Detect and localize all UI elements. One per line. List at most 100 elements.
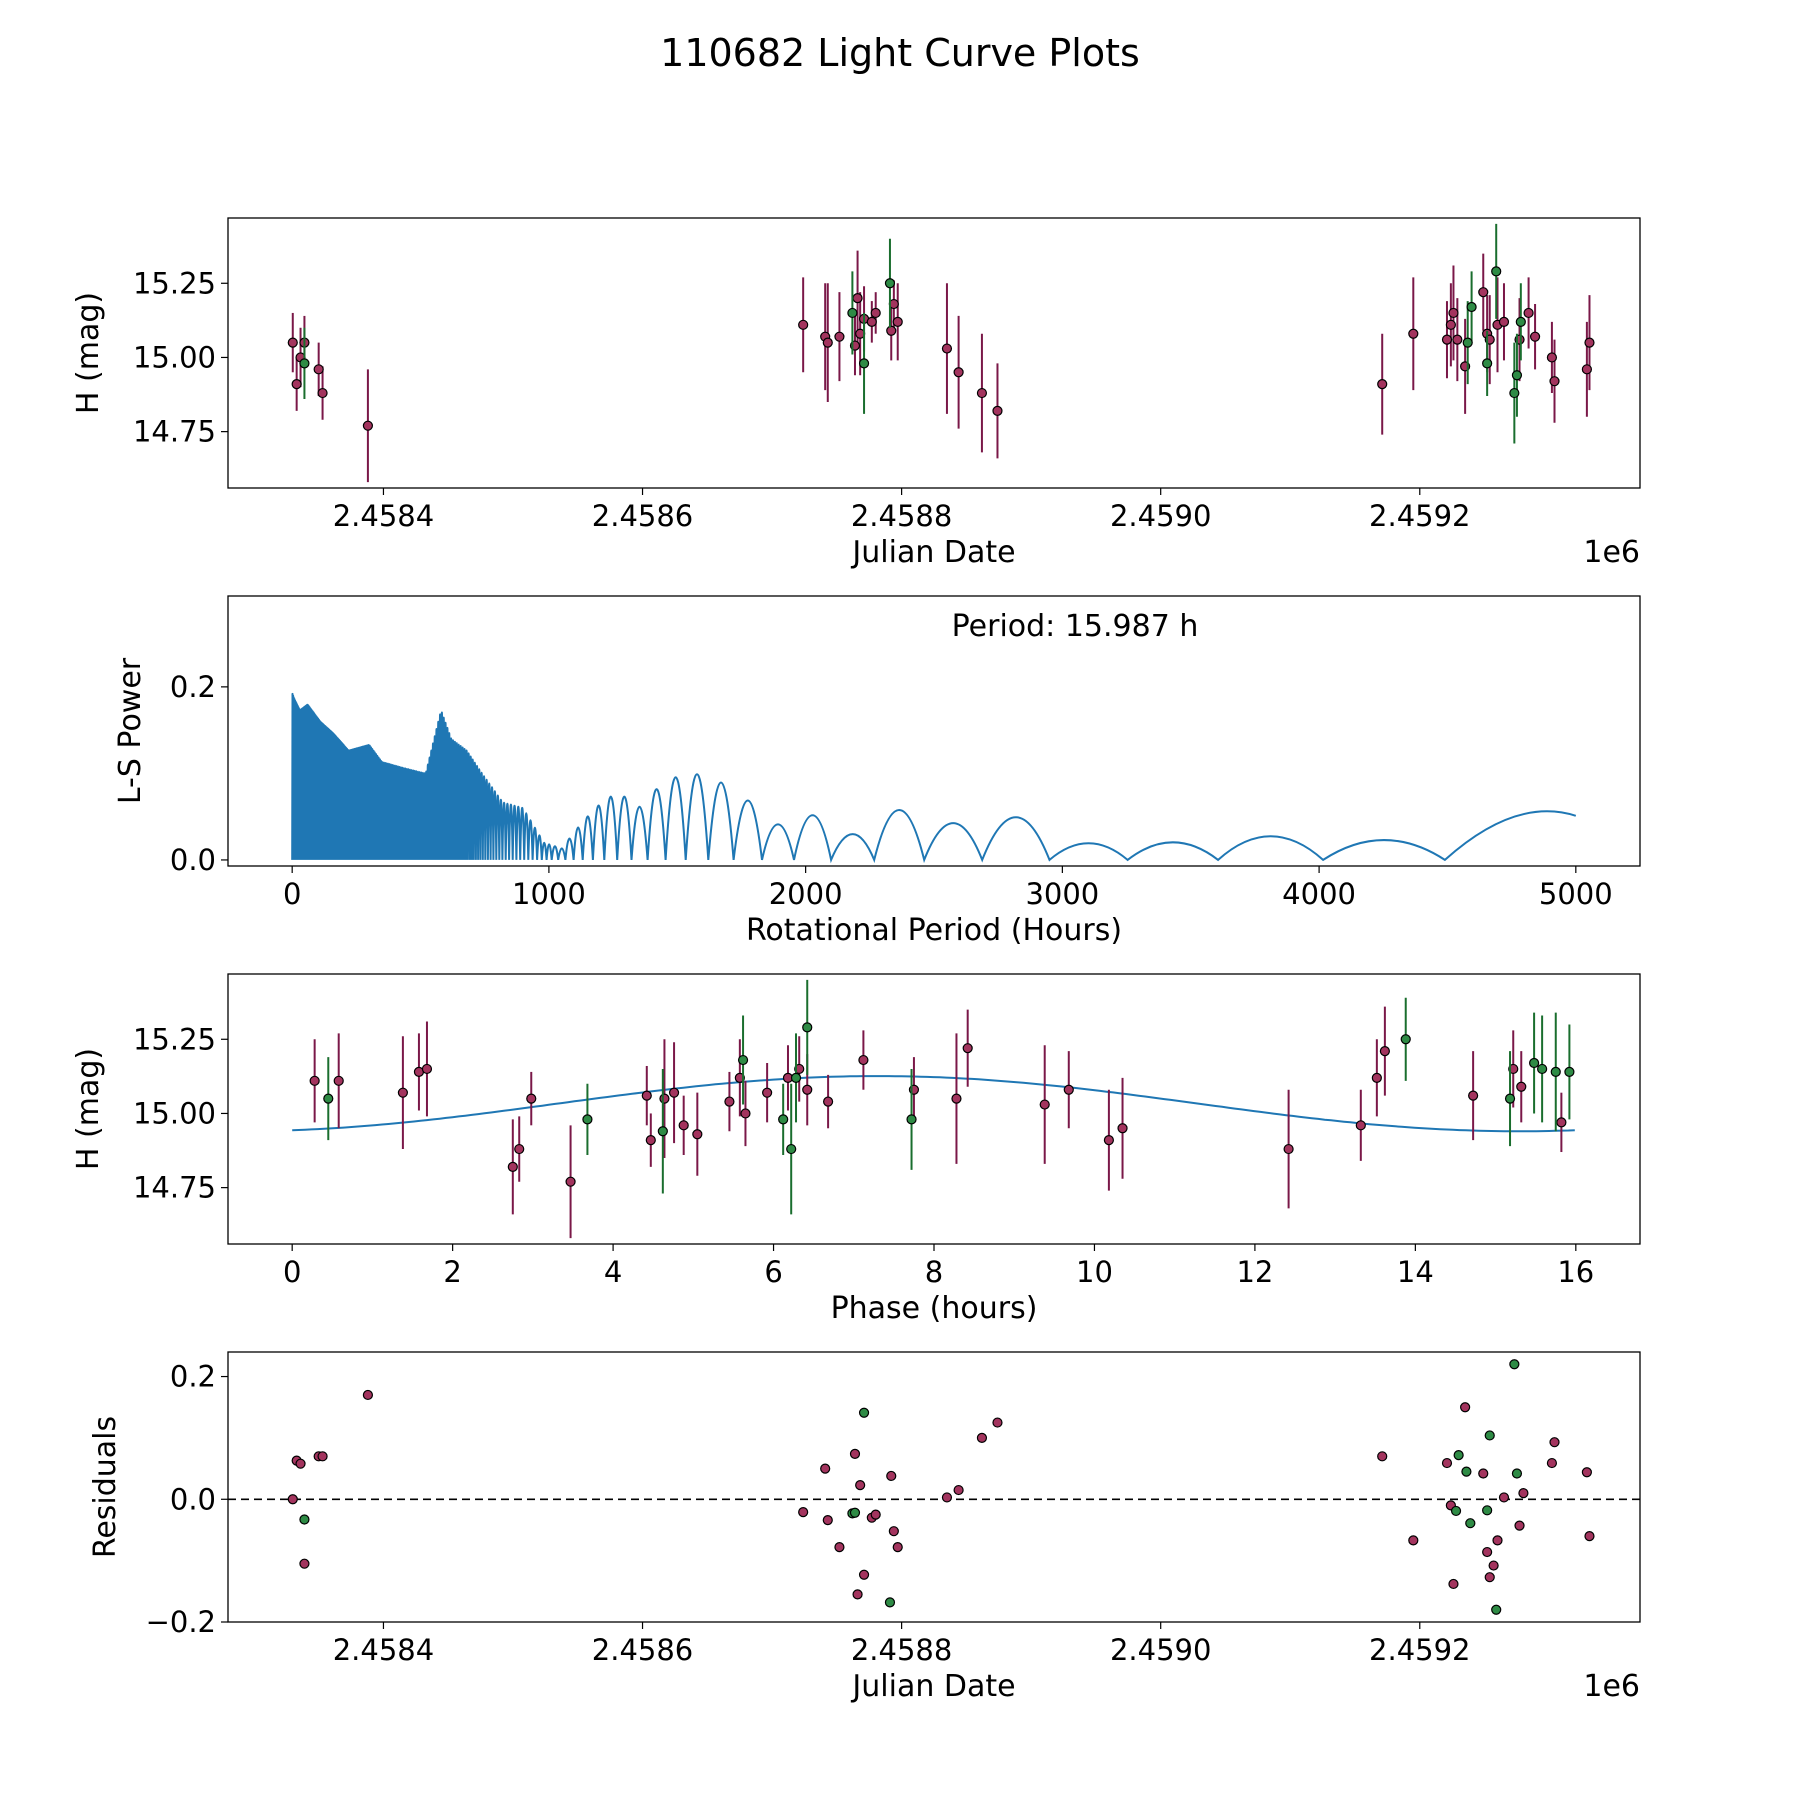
data-point xyxy=(526,1093,537,1104)
data-point xyxy=(798,319,809,330)
series-filter-b xyxy=(299,1359,1523,1615)
data-point xyxy=(1408,328,1419,339)
data-point xyxy=(1453,1449,1464,1461)
y-tick-label: 0.2 xyxy=(170,1360,216,1394)
series-filter-a xyxy=(309,1006,1567,1239)
data-point xyxy=(1484,1572,1495,1583)
data-point xyxy=(1515,316,1526,327)
x-tick-label: 8 xyxy=(925,1255,943,1289)
data-point xyxy=(1491,1604,1502,1615)
data-point xyxy=(1528,1057,1540,1069)
data-point xyxy=(1466,301,1477,313)
x-tick-label: 5000 xyxy=(1539,877,1613,911)
x-tick-label: 2.4590 xyxy=(1110,499,1211,533)
x-offset-label: 1e6 xyxy=(1583,535,1640,570)
x-tick-label: 2.4586 xyxy=(592,499,693,533)
data-point xyxy=(1445,319,1456,330)
data-point xyxy=(1482,1505,1493,1516)
series-filter-b xyxy=(299,223,1526,444)
data-point xyxy=(1462,337,1473,348)
data-point xyxy=(941,343,953,354)
data-point xyxy=(852,293,863,304)
x-tick-label: 0 xyxy=(283,1255,301,1289)
data-point xyxy=(870,1509,881,1520)
data-point xyxy=(291,379,302,390)
data-point xyxy=(317,1451,328,1462)
x-tick-label: 12 xyxy=(1236,1255,1273,1289)
subplot-residuals: 2.4584 2.4586 2.4588 2.4590 2.4592 −0.2 0.0 0.2… xyxy=(88,1351,1641,1704)
data-point xyxy=(1564,1066,1575,1078)
data-point xyxy=(740,1108,751,1119)
data-point xyxy=(1478,1468,1489,1479)
periodogram-line xyxy=(291,692,1577,864)
data-point xyxy=(790,1072,802,1083)
data-point xyxy=(1518,1488,1529,1499)
data-point xyxy=(1546,352,1558,363)
data-point xyxy=(641,1090,652,1101)
data-point xyxy=(1460,1402,1471,1413)
data-point xyxy=(645,1135,656,1146)
data-point xyxy=(1549,1437,1560,1448)
data-point xyxy=(976,387,988,399)
data-point xyxy=(1509,1359,1520,1370)
y-tick-label: 15.00 xyxy=(133,340,216,374)
data-point xyxy=(834,1542,845,1553)
data-point xyxy=(299,1514,310,1525)
x-tick-label: 2.4584 xyxy=(333,1633,434,1667)
x-axis-label: Phase (hours) xyxy=(831,1291,1038,1326)
data-point xyxy=(421,1063,433,1075)
data-point xyxy=(1452,334,1463,345)
plot-area xyxy=(291,692,1577,864)
axes-frame xyxy=(227,1351,1641,1623)
y-axis-label: Residuals xyxy=(88,1416,123,1558)
data-point xyxy=(507,1161,518,1172)
subplot-phase-folded: 0 2 4 6 8 10 12 14 16 14.75 15.00 15.25 Phase (hours… xyxy=(71,973,1641,1326)
y-tick-label: 0.0 xyxy=(170,1482,216,1516)
data-point xyxy=(855,1480,866,1491)
data-point xyxy=(1461,1466,1472,1477)
figure-title: 110682 Light Curve Plots xyxy=(660,31,1140,75)
data-point xyxy=(362,1389,374,1401)
data-point xyxy=(692,1129,703,1140)
data-point xyxy=(724,1096,735,1107)
x-tick-label: 0 xyxy=(283,877,301,911)
data-point xyxy=(858,1407,870,1418)
data-point xyxy=(1400,1034,1411,1045)
data-point xyxy=(1491,266,1502,277)
data-point xyxy=(1441,334,1453,345)
data-point xyxy=(737,1054,749,1066)
data-point xyxy=(1488,1560,1499,1571)
data-point xyxy=(886,1470,897,1482)
data-point xyxy=(287,1494,298,1505)
data-point xyxy=(1549,376,1560,387)
data-point xyxy=(1581,1467,1592,1478)
data-point xyxy=(1537,1063,1548,1075)
x-tick-label: 2.4588 xyxy=(851,1633,952,1667)
data-point xyxy=(1581,364,1592,375)
data-point xyxy=(1546,1457,1558,1469)
x-axis-label: Julian Date xyxy=(850,535,1015,570)
data-point xyxy=(1584,337,1595,348)
data-point xyxy=(870,307,881,319)
axes-frame xyxy=(227,595,1641,867)
data-point xyxy=(888,1526,899,1537)
plot-area xyxy=(228,1359,1640,1615)
subplot-periodogram: 0 1000 2000 3000 4000 5000 0.0 0.2 Rotational Pe… xyxy=(113,595,1641,948)
data-point xyxy=(992,1417,1003,1428)
data-point xyxy=(397,1087,408,1098)
x-tick-label: 1000 xyxy=(512,877,586,911)
data-point xyxy=(295,1458,306,1469)
period-annotation: Period: 15.987 h xyxy=(952,609,1199,644)
data-point xyxy=(762,1087,773,1098)
x-axis-label: Rotational Period (Hours) xyxy=(746,913,1122,948)
data-point xyxy=(659,1093,670,1104)
data-point xyxy=(1448,1578,1459,1590)
y-tick-label: 0.2 xyxy=(170,670,216,704)
data-point xyxy=(1516,1081,1527,1092)
data-point xyxy=(1556,1117,1567,1128)
data-point xyxy=(802,1022,813,1033)
data-point xyxy=(786,1143,797,1155)
data-point xyxy=(678,1120,689,1131)
data-point xyxy=(941,1492,953,1503)
